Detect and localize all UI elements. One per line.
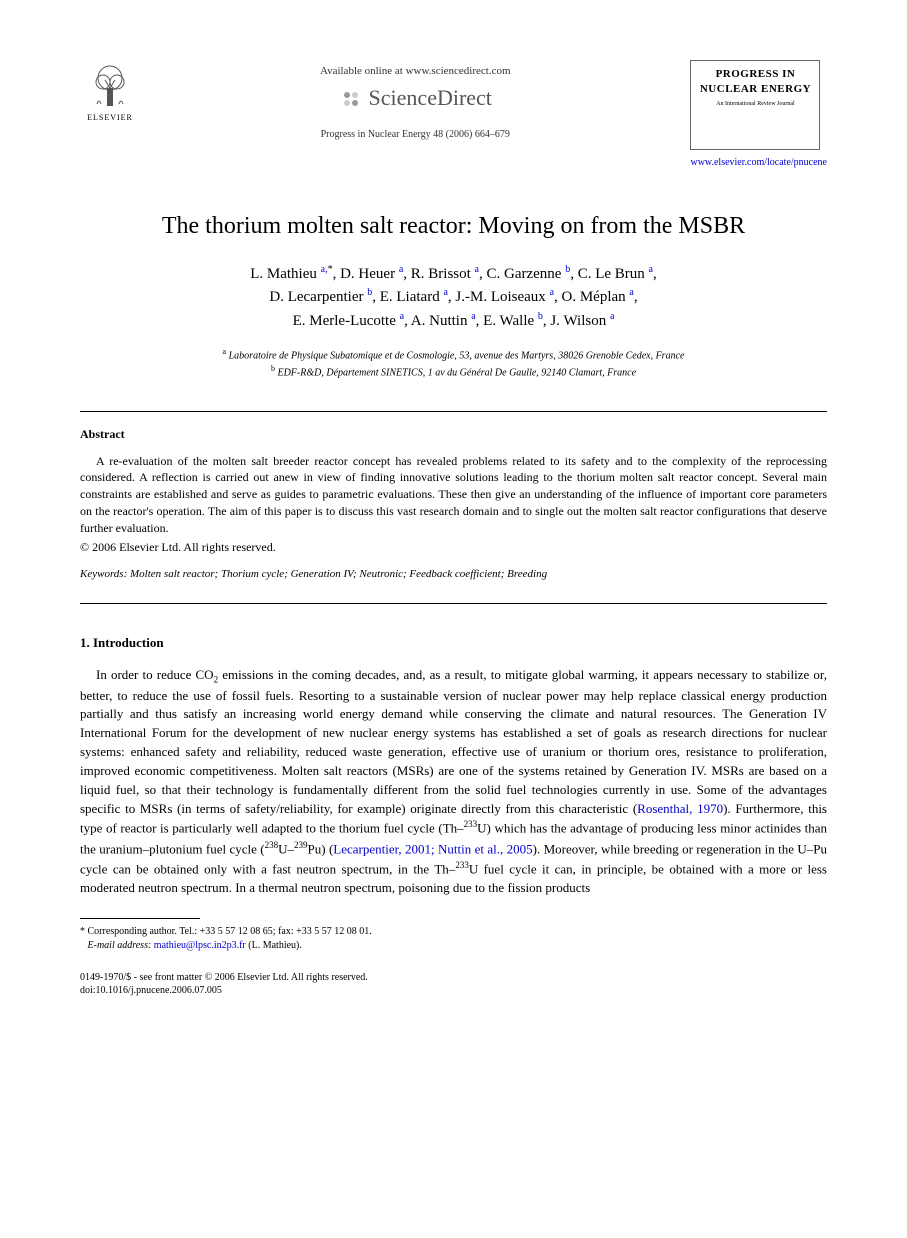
author: J. Wilson a [550,313,614,329]
introduction-paragraph: In order to reduce CO2 emissions in the … [80,666,827,898]
journal-box-title: PROGRESS IN NUCLEAR ENERGY [697,67,813,98]
article-title: The thorium molten salt reactor: Moving … [80,210,827,244]
email-link[interactable]: mathieu@lpsc.in2p3.fr [154,940,246,951]
email-footnote: E-mail address: mathieu@lpsc.in2p3.fr (L… [80,939,827,953]
author: O. Méplan a [562,289,634,305]
affiliation-sup: b [271,364,275,373]
reference-link[interactable]: Rosenthal, 1970 [637,801,723,816]
elsevier-logo: ELSEVIER [80,60,140,130]
reference-link[interactable]: Lecarpentier, 2001; Nuttin et al., 2005 [333,841,532,856]
keywords-label: Keywords: [80,568,127,580]
journal-box-wrapper: PROGRESS IN NUCLEAR ENERGY An Internatio… [690,60,827,170]
author: J.-M. Loiseaux a [455,289,554,305]
affiliation-sup: a [223,347,227,356]
author: C. Garzenne b [487,266,571,282]
affiliations: a Laboratoire de Physique Subatomique et… [80,346,827,381]
author: D. Heuer a [340,266,403,282]
copyright-line: © 2006 Elsevier Ltd. All rights reserved… [80,539,827,556]
author: R. Brissot a [411,266,479,282]
abstract-text: A re-evaluation of the molten salt breed… [80,453,827,537]
sciencedirect-logo: ScienceDirect [140,83,690,114]
sciencedirect-icon [339,87,363,111]
elsevier-label: ELSEVIER [87,112,133,123]
header-row: ELSEVIER Available online at www.science… [80,60,827,170]
sciencedirect-text: ScienceDirect [369,83,492,114]
author: L. Mathieu a,* [250,266,332,282]
author: A. Nuttin a [411,313,476,329]
elsevier-tree-icon [85,60,135,110]
email-label: E-mail address: [88,940,152,951]
footnote-divider [80,918,200,919]
journal-box: PROGRESS IN NUCLEAR ENERGY An Internatio… [690,60,820,150]
divider [80,411,827,412]
center-header: Available online at www.sciencedirect.co… [140,60,690,142]
author: D. Lecarpentier b [269,289,372,305]
authors-block: L. Mathieu a,*, D. Heuer a, R. Brissot a… [80,262,827,333]
author: E. Walle b [483,313,543,329]
abstract-heading: Abstract [80,426,827,443]
available-online-text: Available online at www.sciencedirect.co… [140,64,690,79]
footer-doi: doi:10.1016/j.pnucene.2006.07.005 [80,984,827,997]
affiliation-b: EDF-R&D, Département SINETICS, 1 av du G… [277,368,636,379]
affiliation-a: Laboratoire de Physique Subatomique et d… [229,350,685,361]
author: C. Le Brun a [578,266,653,282]
author: E. Merle-Lucotte a [293,313,405,329]
footer-copyright: 0149-1970/$ - see front matter © 2006 El… [80,971,827,984]
keywords-text: Molten salt reactor; Thorium cycle; Gene… [127,568,547,580]
divider [80,603,827,604]
keywords-line: Keywords: Molten salt reactor; Thorium c… [80,567,827,582]
author: E. Liatard a [380,289,448,305]
introduction-heading: 1. Introduction [80,634,827,652]
citation-line: Progress in Nuclear Energy 48 (2006) 664… [140,128,690,142]
journal-box-subtitle: An International Review Journal [697,100,813,108]
footer: 0149-1970/$ - see front matter © 2006 El… [80,971,827,997]
journal-link[interactable]: www.elsevier.com/locate/pnucene [690,156,827,170]
corresponding-author-footnote: * Corresponding author. Tel.: +33 5 57 1… [80,925,827,939]
